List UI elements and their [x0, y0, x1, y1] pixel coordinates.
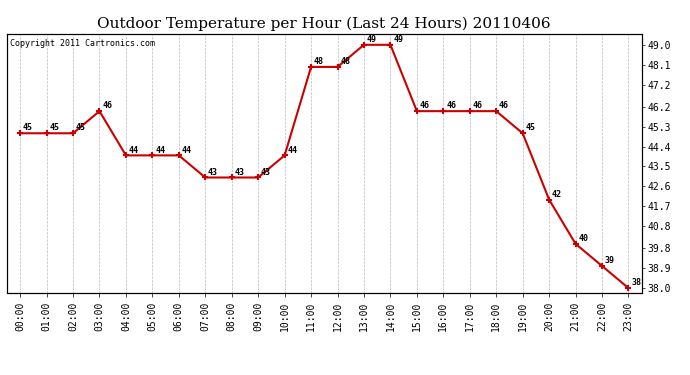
- Text: 49: 49: [367, 35, 377, 44]
- Text: 43: 43: [235, 168, 244, 177]
- Text: 44: 44: [155, 146, 165, 154]
- Text: 45: 45: [50, 123, 59, 132]
- Text: 40: 40: [578, 234, 589, 243]
- Text: Copyright 2011 Cartronics.com: Copyright 2011 Cartronics.com: [10, 39, 155, 48]
- Text: 42: 42: [552, 190, 562, 199]
- Text: 46: 46: [446, 101, 456, 110]
- Text: 39: 39: [605, 256, 615, 265]
- Text: 44: 44: [181, 146, 192, 154]
- Text: 43: 43: [261, 168, 271, 177]
- Text: 43: 43: [208, 168, 218, 177]
- Text: 38: 38: [631, 278, 641, 287]
- Text: 46: 46: [420, 101, 430, 110]
- Title: Outdoor Temperature per Hour (Last 24 Hours) 20110406: Outdoor Temperature per Hour (Last 24 Ho…: [97, 17, 551, 31]
- Text: 49: 49: [393, 35, 403, 44]
- Text: 46: 46: [499, 101, 509, 110]
- Text: 48: 48: [314, 57, 324, 66]
- Text: 45: 45: [76, 123, 86, 132]
- Text: 44: 44: [288, 146, 297, 154]
- Text: 45: 45: [526, 123, 535, 132]
- Text: 46: 46: [102, 101, 112, 110]
- Text: 48: 48: [340, 57, 351, 66]
- Text: 46: 46: [473, 101, 482, 110]
- Text: 45: 45: [23, 123, 33, 132]
- Text: 44: 44: [129, 146, 139, 154]
